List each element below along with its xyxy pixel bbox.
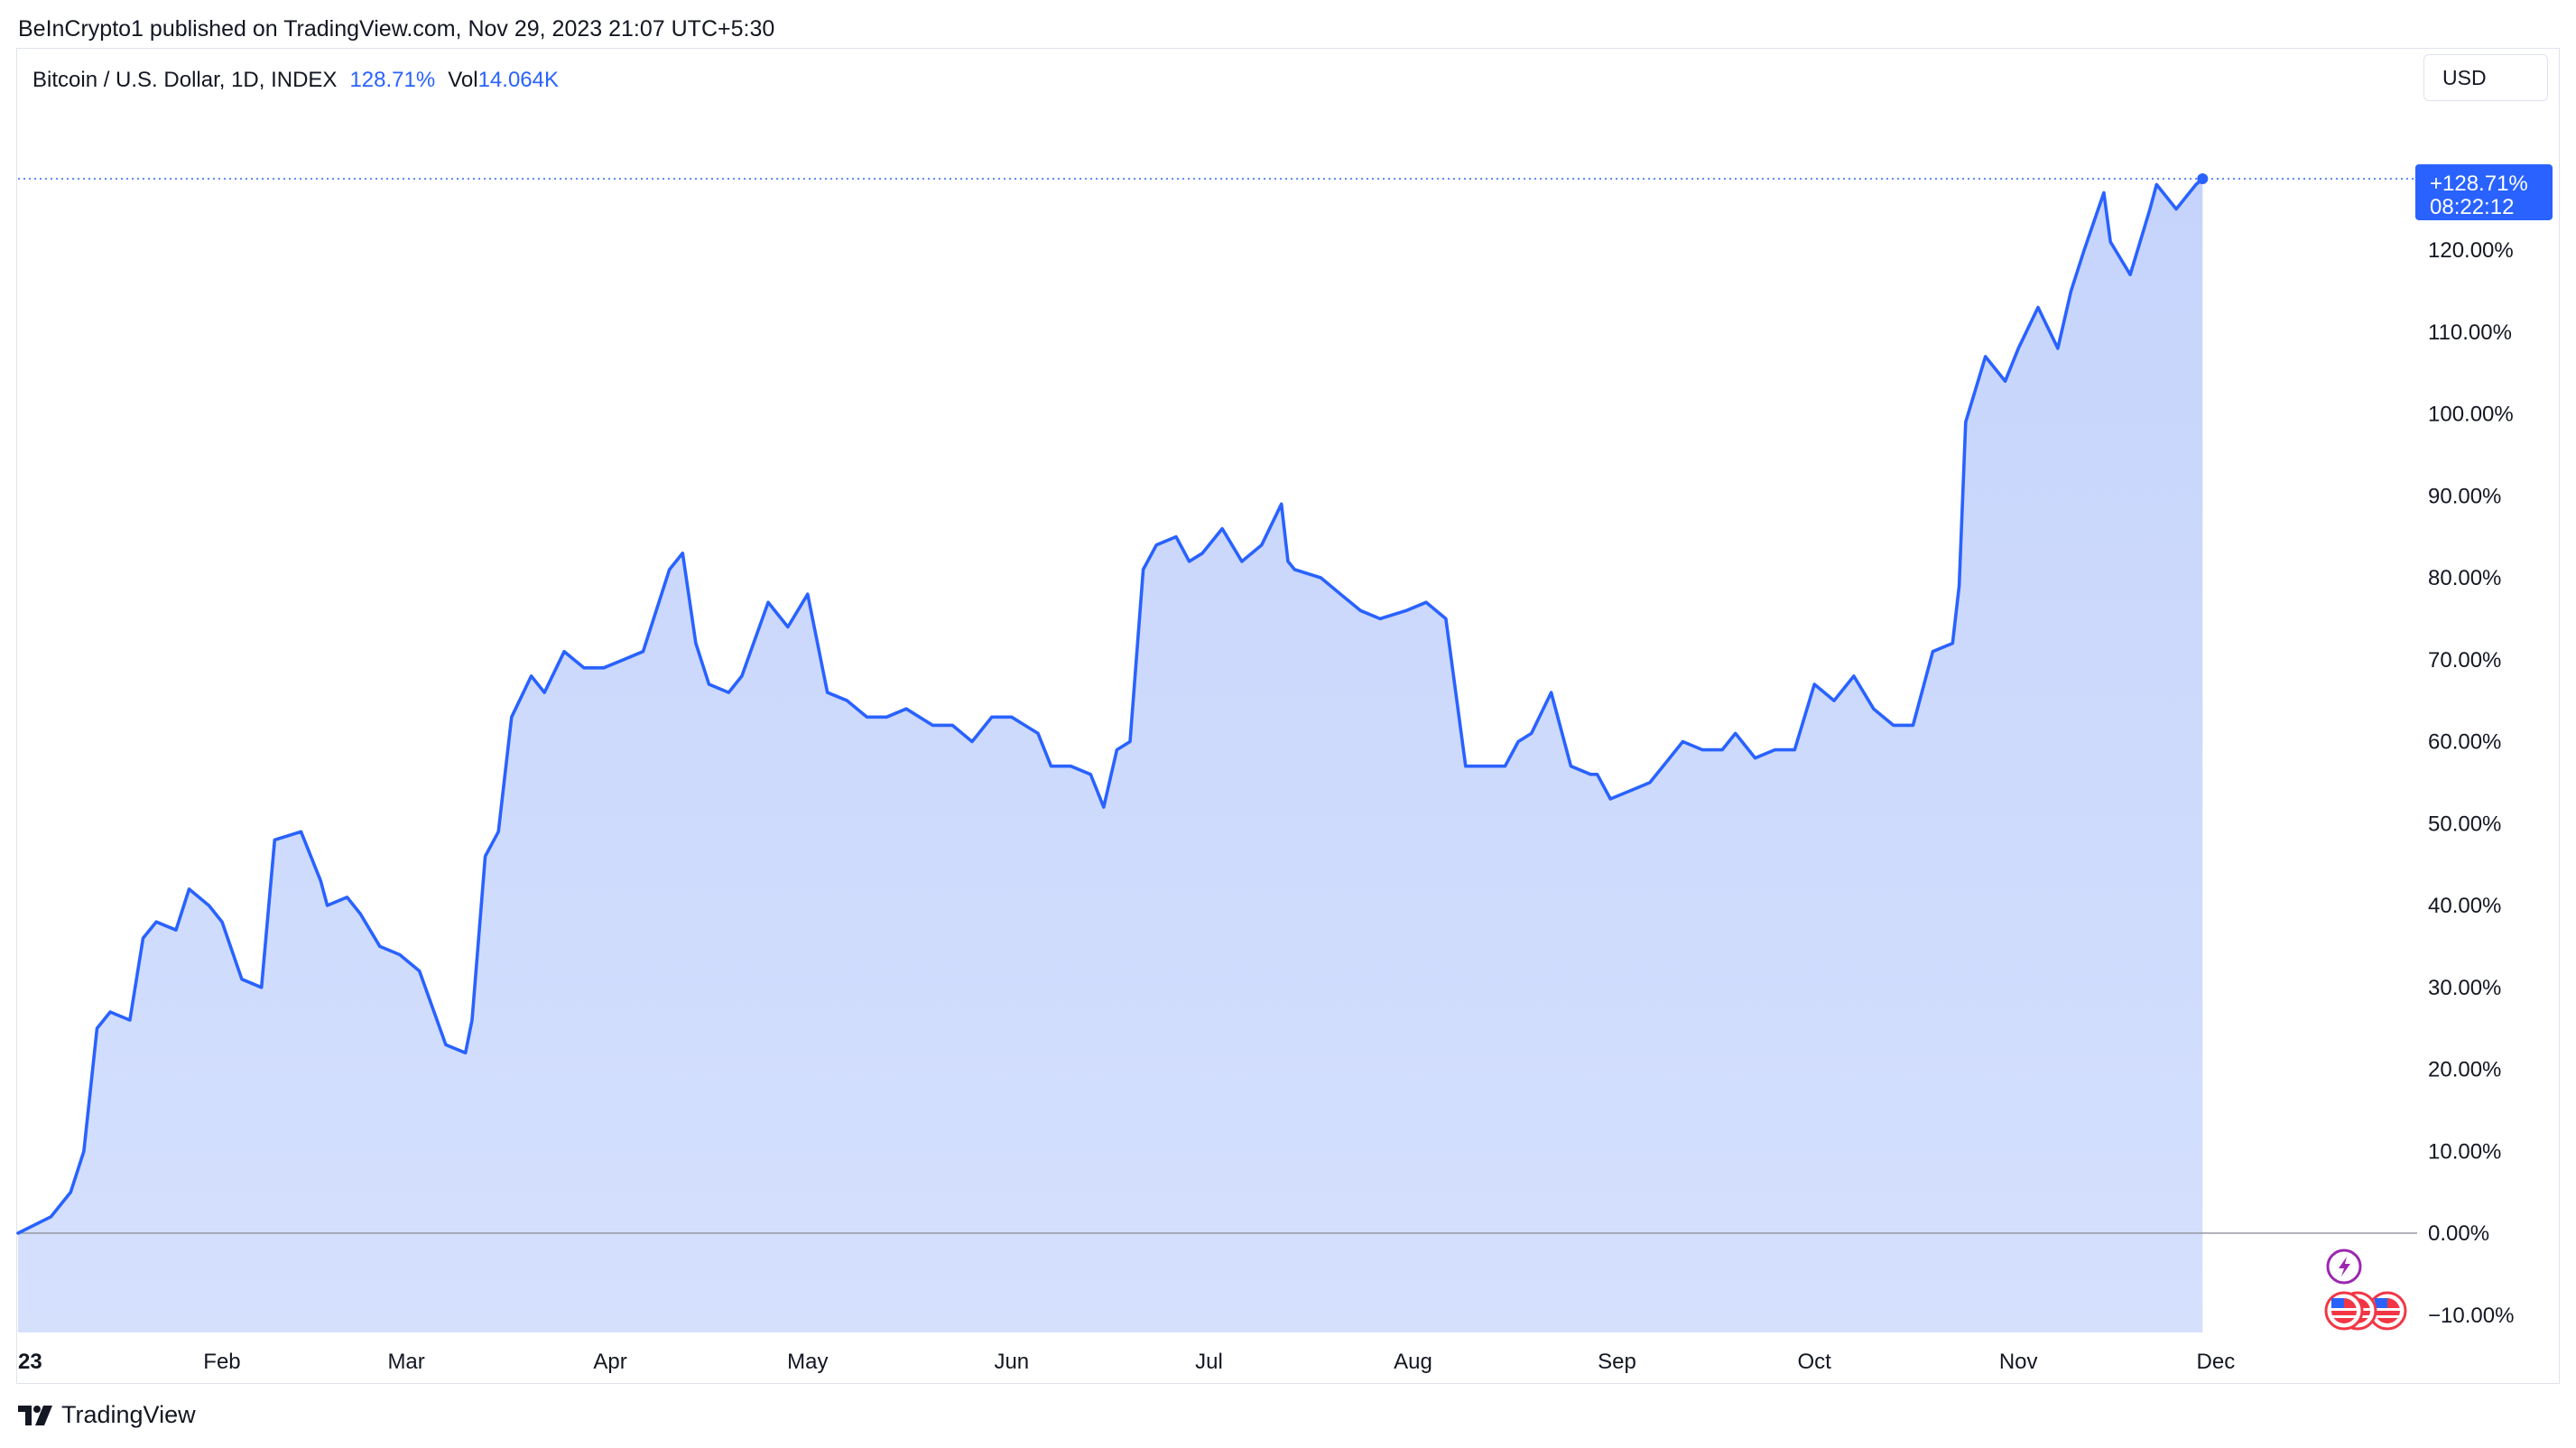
change-value: 128.71%	[349, 68, 436, 92]
y-tick-label: 10.00%	[2428, 1139, 2501, 1164]
us-flag-event-icon[interactable]	[2324, 1291, 2364, 1331]
x-tick-label: Jun	[994, 1350, 1029, 1374]
publish-line: BeInCrypto1 published on TradingView.com…	[18, 16, 775, 42]
series-line	[16, 177, 2205, 1235]
x-tick-label: Dec	[2197, 1350, 2236, 1374]
x-tick-label: Mar	[387, 1350, 424, 1374]
y-tick-label: 20.00%	[2428, 1058, 2501, 1082]
y-tick-label: 100.00%	[2428, 403, 2514, 427]
lightning-event-icon[interactable]	[2326, 1248, 2362, 1285]
currency-button[interactable]: USD	[2423, 54, 2548, 101]
x-tick-label: Oct	[1797, 1350, 1831, 1374]
symbol-title[interactable]: Bitcoin / U.S. Dollar, 1D, INDEX	[32, 68, 338, 92]
y-tick-label: 40.00%	[2428, 894, 2501, 918]
last-price-badge	[2415, 163, 2553, 220]
y-tick-label: 70.00%	[2428, 648, 2501, 673]
chart-legend: Bitcoin / U.S. Dollar, 1D, INDEX 128.71% V…	[32, 68, 559, 93]
x-tick-label: Nov	[1999, 1350, 2038, 1374]
chart-frame	[16, 48, 2560, 1384]
y-tick-label: 30.00%	[2428, 976, 2501, 1000]
last-point	[2197, 172, 2209, 184]
x-tick-label: May	[787, 1350, 828, 1374]
y-tick-label: 0.00%	[2428, 1221, 2489, 1246]
x-tick-label: Feb	[203, 1350, 240, 1374]
y-tick-label: 120.00%	[2428, 238, 2514, 263]
y-tick-label: 80.00%	[2428, 566, 2501, 590]
tradingview-brand[interactable]: TradingView	[18, 1401, 196, 1429]
volume-label: Vol	[448, 68, 478, 92]
tradingview-logo-icon	[18, 1405, 54, 1425]
volume-value: 14.064K	[477, 68, 559, 92]
y-tick-label: 110.00%	[2428, 320, 2512, 345]
tradingview-brand-label: TradingView	[61, 1401, 196, 1428]
x-tick-label: Sep	[1598, 1350, 1636, 1374]
x-tick-label: Aug	[1394, 1350, 1432, 1374]
x-tick-label: 23	[18, 1350, 42, 1374]
x-tick-label: Apr	[593, 1350, 626, 1374]
y-tick-label: 50.00%	[2428, 812, 2501, 836]
y-tick-label: 90.00%	[2428, 484, 2501, 508]
y-tick-label: 60.00%	[2428, 730, 2501, 755]
last-price-badge-countdown: 08:22:12	[2430, 195, 2514, 219]
last-price-badge-value: +128.71%	[2430, 172, 2528, 196]
x-tick-label: Jul	[1195, 1350, 1223, 1374]
area-fill	[18, 179, 2203, 1332]
y-tick-label: −10.00%	[2428, 1304, 2514, 1328]
